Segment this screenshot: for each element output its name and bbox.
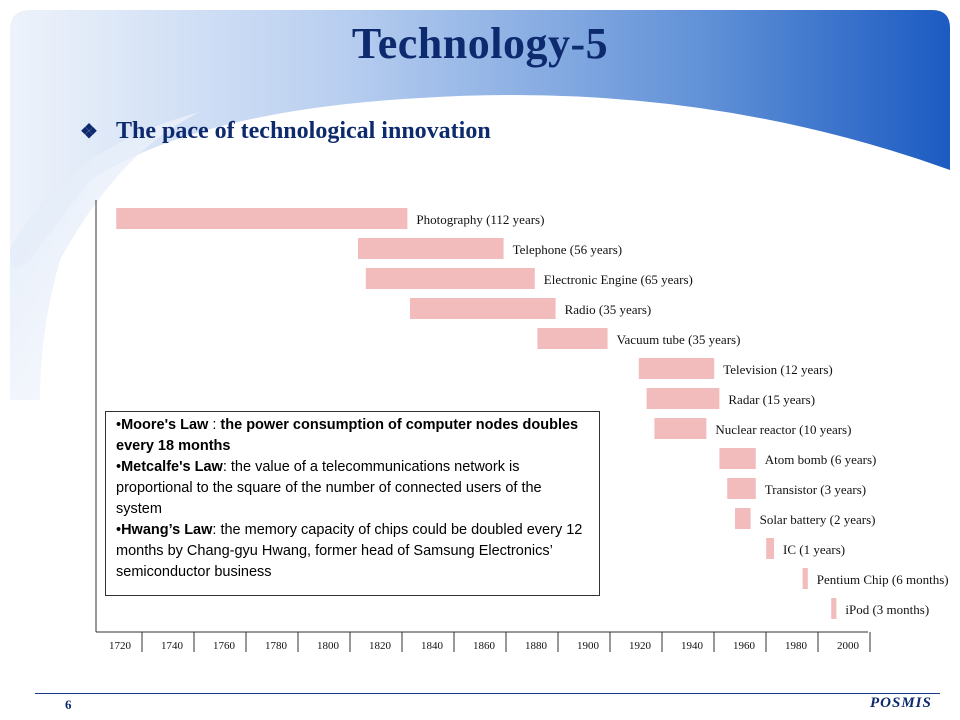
bar-label: Nuclear reactor (10 years) [715, 422, 851, 437]
bar-label: Transistor (3 years) [765, 482, 866, 497]
x-tick-label: 2000 [837, 640, 860, 652]
timeline-bar [735, 508, 751, 529]
bar-label: Electronic Engine (65 years) [544, 272, 693, 287]
law-name: Metcalfe's Law [121, 459, 223, 475]
x-tick-label: 1960 [733, 640, 756, 652]
x-tick-label: 1800 [317, 640, 340, 652]
brand-logo-text: POSMIS [870, 695, 932, 711]
x-tick-label: 1760 [213, 640, 236, 652]
law-name: Moore's Law [121, 417, 209, 433]
timeline-bar [802, 568, 808, 589]
bar-label: IC (1 years) [783, 542, 845, 557]
bar-label: Atom bomb (6 years) [765, 452, 877, 467]
x-tick-label: 1880 [525, 640, 548, 652]
timeline-bar [646, 388, 720, 409]
bar-label: Solar battery (2 years) [760, 512, 876, 527]
x-tick-label: 1980 [785, 640, 808, 652]
timeline-bar [766, 538, 774, 559]
timeline-bar [116, 208, 408, 229]
timeline-bar [654, 418, 707, 439]
laws-box: •Moore's Law : the power consumption of … [105, 411, 600, 596]
bar-label: Television (12 years) [723, 362, 833, 377]
bar-label: Telephone (56 years) [513, 242, 623, 257]
bar-label: iPod (3 months) [845, 602, 929, 617]
timeline-bar [365, 268, 535, 289]
diamond-bullet-icon: ❖ [80, 121, 98, 143]
page-number: 6 [65, 697, 72, 712]
x-tick-label: 1780 [265, 640, 288, 652]
law-item-moore: •Moore's Law : the power consumption of … [116, 417, 579, 454]
law-text: the value of a telecommunications networ… [116, 459, 542, 517]
law-text: the power consumption of computer nodes … [116, 417, 579, 454]
slide-title: Technology-5 [351, 19, 609, 68]
slide-subtitle-row: ❖ The pace of technological innovation [80, 118, 491, 145]
bar-label: Pentium Chip (6 months) [817, 572, 949, 587]
law-item-metcalfe: •Metcalfe's Law: the value of a telecomm… [116, 459, 542, 517]
x-tick-label: 1840 [421, 640, 444, 652]
slide-subtitle: The pace of technological innovation [116, 118, 491, 144]
bar-label: Radar (15 years) [728, 392, 815, 407]
timeline-bar [719, 448, 756, 469]
timeline-bar [358, 238, 504, 259]
x-tick-label: 1820 [369, 640, 392, 652]
x-tick-label: 1860 [473, 640, 496, 652]
law-name: Hwang’s Law [121, 522, 213, 538]
bar-label: Radio (35 years) [565, 302, 652, 317]
bars-layer: Photography (112 years) Telephone (56 yea… [116, 208, 949, 619]
ticks-layer: 1720 1740 1760 1780 1800 1820 1840 1860 1880 1900… [109, 632, 871, 652]
x-tick-label: 1900 [577, 640, 600, 652]
law-item-hwang: •Hwang’s Law: the memory capacity of chi… [116, 522, 583, 580]
x-tick-label: 1720 [109, 640, 132, 652]
bar-label: Vacuum tube (35 years) [617, 332, 741, 347]
header-sweep [10, 112, 200, 400]
x-tick-label: 1740 [161, 640, 184, 652]
x-tick-label: 1920 [629, 640, 652, 652]
timeline-bar [831, 598, 837, 619]
law-text: the memory capacity of chips could be do… [116, 522, 583, 580]
header-band [10, 10, 950, 268]
timeline-bar [638, 358, 715, 379]
x-tick-label: 1940 [681, 640, 704, 652]
timeline-bar [727, 478, 756, 499]
timeline-bar [537, 328, 608, 349]
bar-label: Photography (112 years) [416, 212, 544, 227]
footer-divider [35, 693, 940, 694]
timeline-bar [410, 298, 556, 319]
